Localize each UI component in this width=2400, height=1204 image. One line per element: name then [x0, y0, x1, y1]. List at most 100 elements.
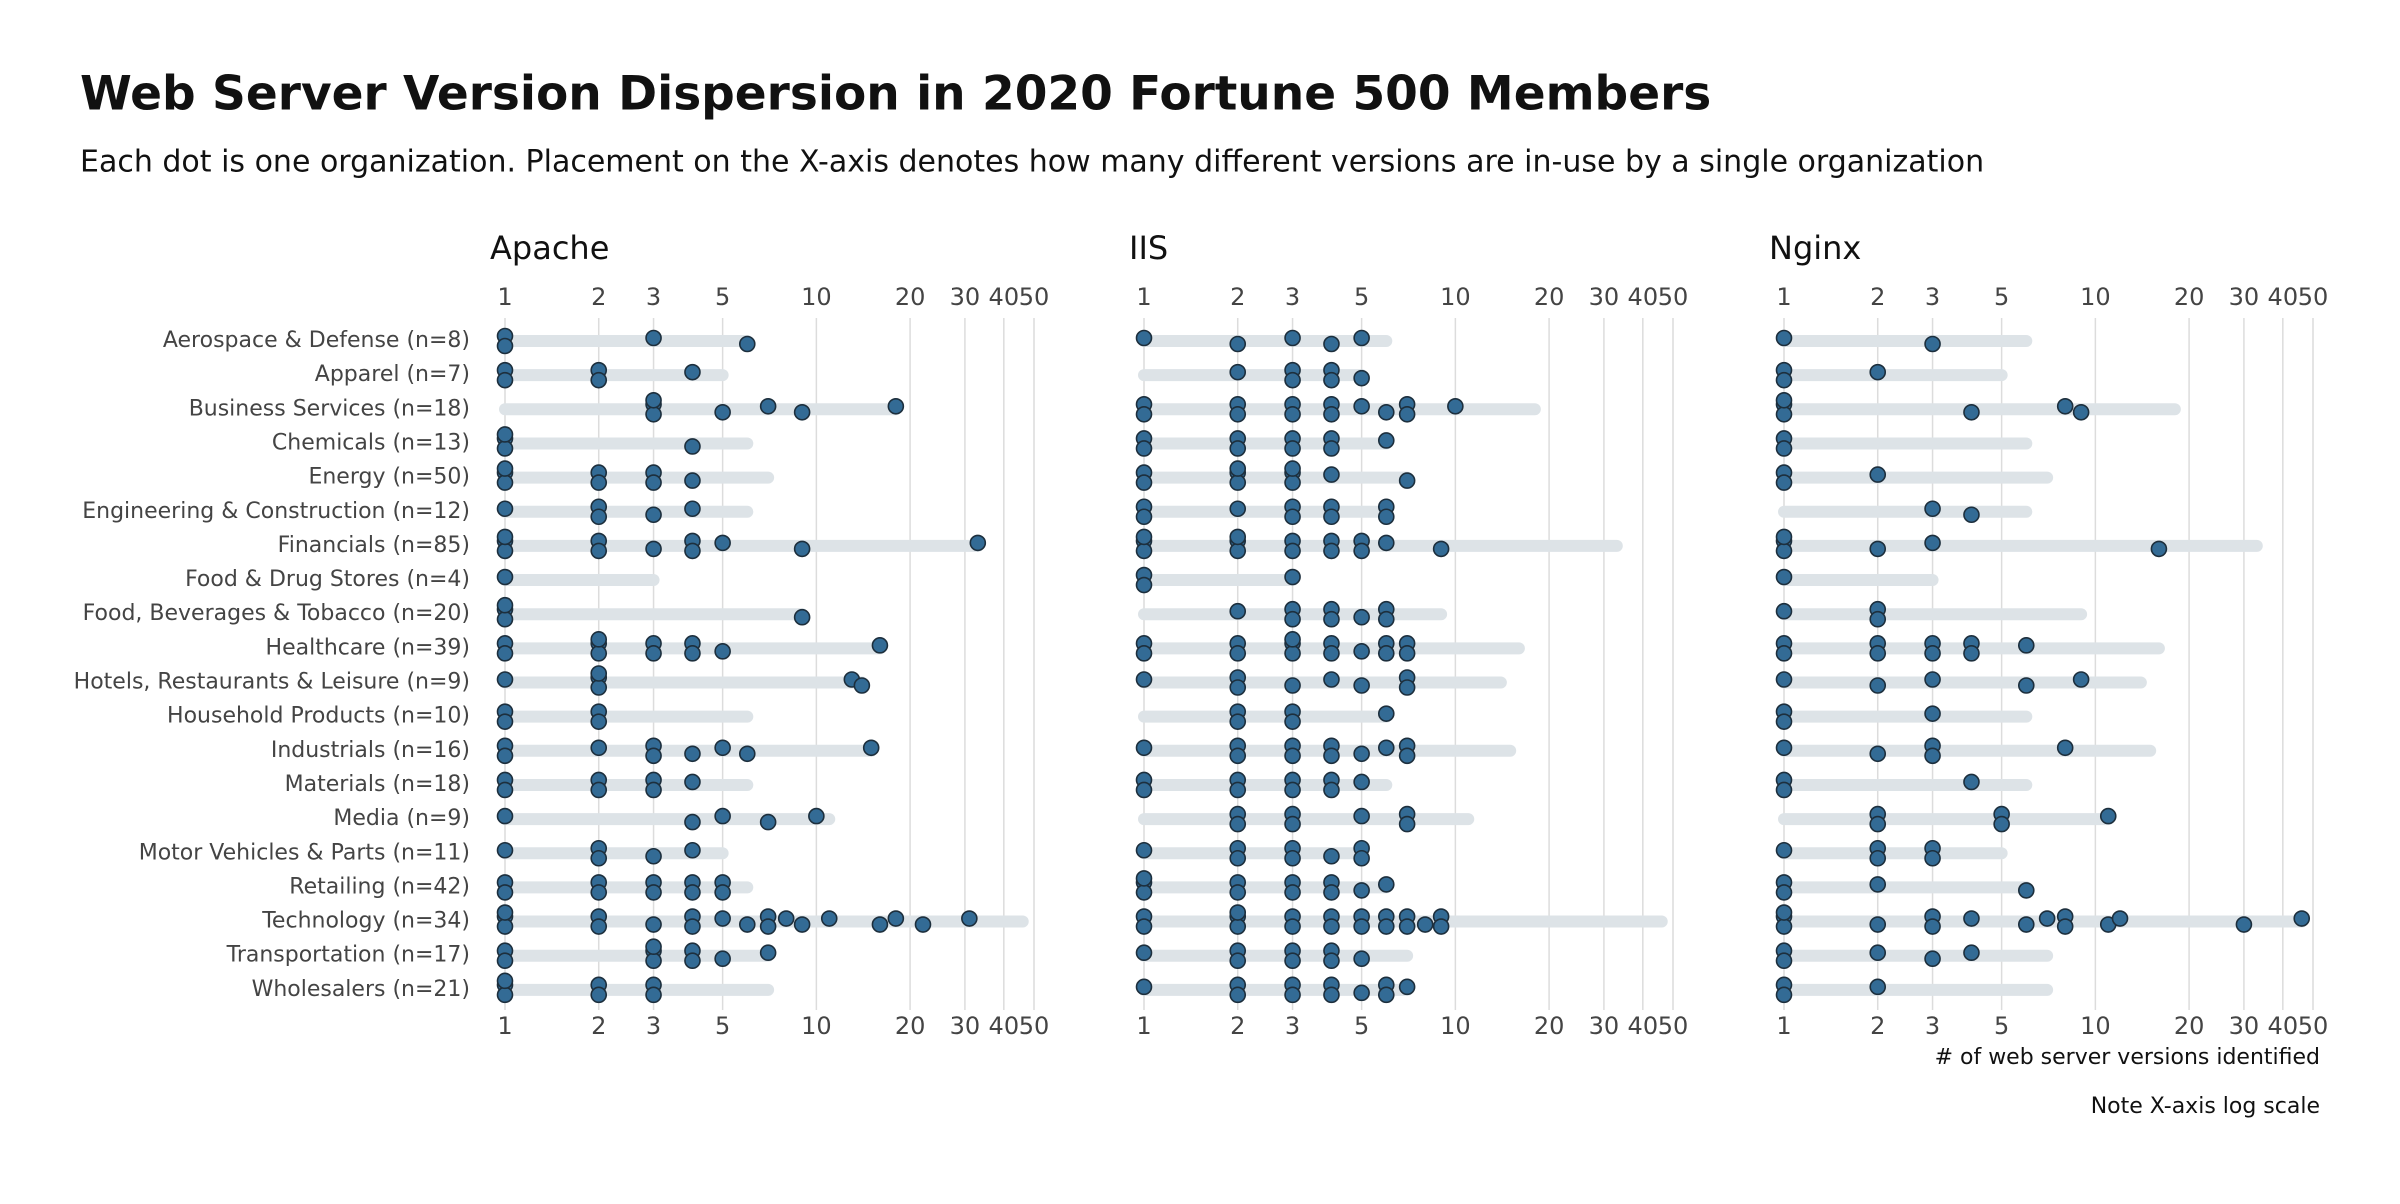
x-tick-label: 30	[1589, 283, 1620, 311]
dot	[1135, 508, 1153, 526]
dot	[590, 645, 608, 662]
dot	[590, 371, 608, 389]
dot	[1353, 807, 1370, 825]
dot	[590, 508, 608, 526]
dot	[1775, 739, 1793, 757]
dot	[496, 568, 514, 586]
dot	[1775, 918, 1793, 935]
x-tick-label: 30	[1589, 1012, 1620, 1040]
dot	[590, 918, 608, 935]
dot	[496, 426, 514, 443]
x-tick-label: 50	[2298, 283, 2329, 311]
x-tick-label: 30	[2229, 1012, 2260, 1040]
dot	[2099, 807, 2117, 825]
dot	[1869, 849, 1887, 867]
dot	[1775, 713, 1793, 730]
dot	[1135, 739, 1153, 757]
dot	[1869, 610, 1887, 628]
category-label: Wholesalers (n=21)	[252, 977, 470, 1002]
dot	[1775, 329, 1793, 347]
dot	[645, 916, 662, 933]
x-tick-label: 40	[1628, 1012, 1659, 1040]
dot	[1229, 904, 1247, 921]
dot	[590, 986, 608, 1004]
category-label: Technology (n=34)	[261, 909, 470, 934]
x-tick-label: 40	[989, 1012, 1020, 1040]
dot	[1447, 397, 1464, 415]
dot	[2072, 671, 2090, 688]
dot	[961, 910, 978, 927]
x-tick-label: 2	[1230, 1012, 1245, 1040]
category-label: Transportation (n=17)	[226, 943, 470, 968]
dot	[1284, 986, 1301, 1004]
dot	[1353, 984, 1370, 1002]
x-tick-label: 5	[715, 283, 730, 311]
dot	[1353, 849, 1370, 867]
dot	[1869, 466, 1887, 483]
dot	[1229, 542, 1247, 560]
dot	[590, 665, 608, 682]
dot	[1284, 713, 1301, 730]
dot	[1135, 474, 1153, 491]
dot	[496, 440, 514, 457]
dot	[1229, 405, 1247, 423]
dot	[2038, 910, 2056, 927]
x-tick-label: 40	[2268, 283, 2299, 311]
dot	[1377, 986, 1395, 1004]
dot	[1377, 403, 1395, 421]
dot	[1284, 542, 1301, 560]
dot	[1284, 460, 1301, 477]
dot	[793, 916, 811, 933]
dot	[1135, 944, 1153, 962]
dot	[684, 745, 701, 763]
x-tick-label: 5	[1354, 283, 1369, 311]
dot	[714, 739, 731, 757]
dot	[1353, 773, 1370, 791]
dot	[1323, 508, 1340, 526]
dot	[1323, 466, 1340, 483]
dot	[645, 884, 662, 901]
dot	[496, 904, 514, 921]
dot	[1284, 440, 1301, 457]
dot	[1869, 363, 1887, 381]
dot	[1353, 397, 1370, 415]
dot	[496, 807, 514, 825]
x-tick-label: 30	[950, 1012, 981, 1040]
dot	[590, 631, 608, 648]
dot	[1775, 952, 1793, 970]
dot	[1963, 645, 1980, 662]
dot	[1229, 986, 1247, 1004]
dot	[1229, 528, 1247, 546]
category-label: Motor Vehicles & Parts (n=11)	[139, 840, 470, 865]
dot	[1323, 371, 1340, 389]
dot	[496, 528, 514, 546]
dot	[1323, 671, 1340, 688]
dot	[684, 952, 701, 970]
dot	[1432, 918, 1450, 935]
x-tick-label: 1	[1136, 283, 1151, 311]
dot	[1135, 671, 1153, 688]
dot	[590, 474, 608, 491]
dot	[496, 542, 514, 560]
dot	[1377, 876, 1395, 893]
dot	[1775, 474, 1793, 491]
x-tick-label: 50	[1658, 1012, 1689, 1040]
x-tick-label: 3	[646, 283, 661, 311]
dot	[1869, 540, 1887, 558]
category-label: Apparel (n=7)	[315, 362, 470, 387]
x-tick-label: 3	[1925, 283, 1940, 311]
dot	[714, 910, 731, 927]
dot	[496, 371, 514, 389]
dot	[862, 739, 880, 757]
category-label: Retailing (n=42)	[289, 874, 470, 899]
dot	[1775, 986, 1793, 1004]
dot	[738, 335, 756, 353]
dot	[590, 884, 608, 901]
dot	[793, 608, 811, 626]
dot	[1775, 841, 1793, 859]
dot	[496, 884, 514, 901]
dot	[1869, 944, 1887, 962]
dot	[590, 713, 608, 730]
dot	[1377, 645, 1395, 662]
